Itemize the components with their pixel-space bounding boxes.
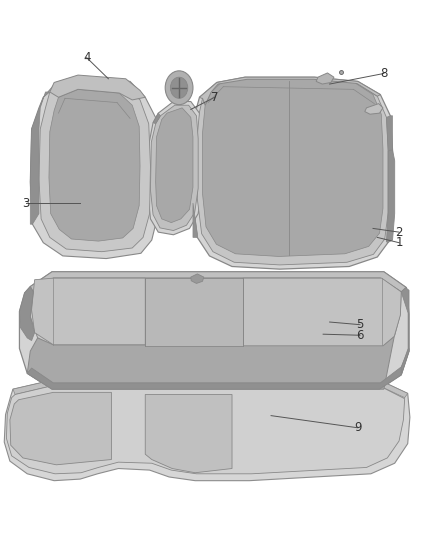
Polygon shape bbox=[316, 73, 334, 84]
Polygon shape bbox=[39, 82, 151, 252]
Polygon shape bbox=[30, 278, 401, 347]
Text: 5: 5 bbox=[356, 318, 364, 331]
Polygon shape bbox=[153, 113, 160, 124]
Polygon shape bbox=[199, 77, 380, 105]
Polygon shape bbox=[145, 394, 232, 473]
Text: 4: 4 bbox=[83, 51, 90, 64]
Polygon shape bbox=[386, 150, 395, 243]
Polygon shape bbox=[32, 278, 145, 345]
Polygon shape bbox=[30, 272, 406, 292]
Polygon shape bbox=[155, 108, 193, 223]
Polygon shape bbox=[13, 380, 408, 398]
Polygon shape bbox=[50, 75, 145, 100]
Circle shape bbox=[170, 77, 188, 98]
Text: 9: 9 bbox=[354, 421, 362, 434]
Polygon shape bbox=[145, 278, 243, 346]
Text: 7: 7 bbox=[211, 91, 219, 104]
Polygon shape bbox=[243, 278, 401, 346]
Polygon shape bbox=[4, 380, 410, 481]
Polygon shape bbox=[197, 79, 388, 265]
Text: 2: 2 bbox=[395, 225, 403, 239]
Text: 6: 6 bbox=[356, 329, 364, 342]
Polygon shape bbox=[386, 116, 392, 241]
Polygon shape bbox=[30, 76, 158, 259]
Polygon shape bbox=[49, 90, 140, 241]
Polygon shape bbox=[7, 385, 405, 474]
Polygon shape bbox=[202, 78, 383, 256]
Polygon shape bbox=[27, 349, 409, 389]
Polygon shape bbox=[365, 103, 383, 114]
Polygon shape bbox=[10, 392, 111, 465]
Polygon shape bbox=[19, 287, 35, 341]
Polygon shape bbox=[19, 272, 409, 389]
Polygon shape bbox=[401, 288, 409, 375]
Text: 8: 8 bbox=[380, 67, 388, 80]
Polygon shape bbox=[27, 336, 394, 389]
Polygon shape bbox=[191, 274, 204, 284]
Polygon shape bbox=[193, 77, 392, 269]
Circle shape bbox=[165, 71, 193, 104]
Text: 3: 3 bbox=[22, 197, 30, 209]
Polygon shape bbox=[148, 101, 201, 235]
Text: 1: 1 bbox=[395, 236, 403, 249]
Polygon shape bbox=[151, 105, 198, 231]
Polygon shape bbox=[30, 92, 50, 224]
Polygon shape bbox=[193, 203, 197, 237]
